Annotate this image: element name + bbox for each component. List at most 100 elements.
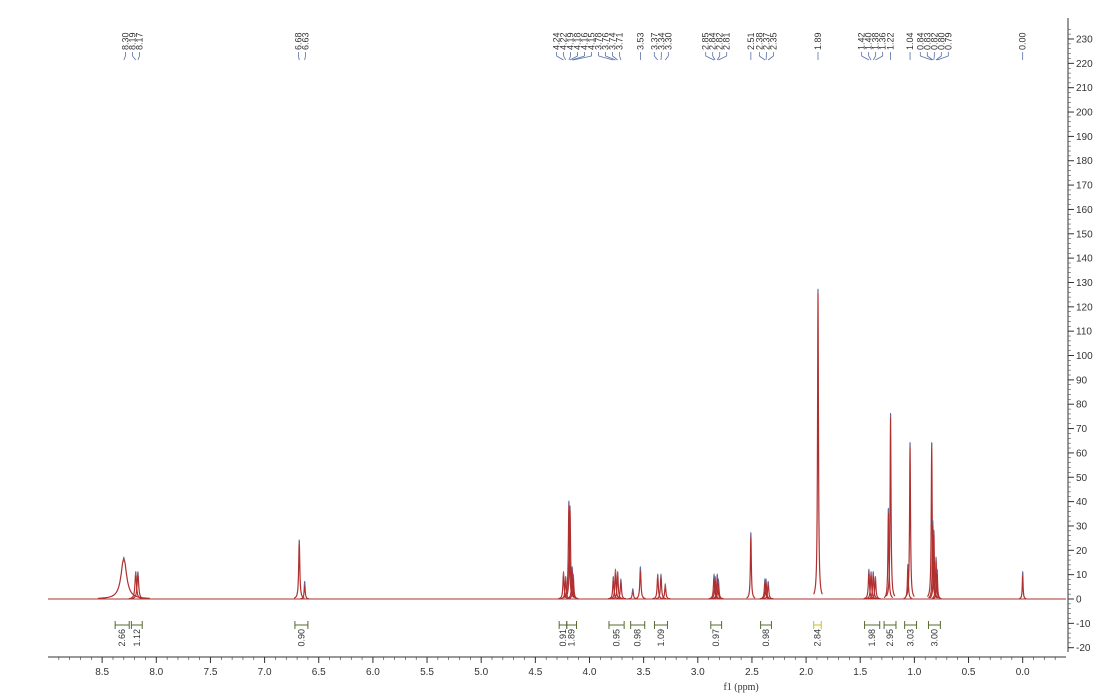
y-tick-label: 210 bbox=[1076, 83, 1093, 94]
x-tick-label: 5.5 bbox=[420, 667, 434, 678]
y-tick-label: 220 bbox=[1076, 59, 1093, 70]
x-tick-label: 8.0 bbox=[149, 667, 163, 678]
spectrum-peak bbox=[813, 289, 823, 595]
peak-label: 0.84 bbox=[915, 32, 925, 50]
axes: 8.5 8.0 7.5 7.0 6.5 6.0 5.5 5.0 4.5 4.0 3.5 3.0 2.5 2… bbox=[48, 18, 1093, 678]
y-tick-label: 120 bbox=[1076, 302, 1093, 313]
x-axis-title: f1 (ppm) bbox=[723, 682, 758, 693]
y-tick-label: 30 bbox=[1076, 521, 1088, 532]
peak-label: 2.38 bbox=[754, 32, 764, 50]
peak-label: 1.36 bbox=[878, 32, 888, 50]
peak-label-connector bbox=[569, 55, 578, 61]
x-tick-label: 2.5 bbox=[745, 667, 759, 678]
x-tick-label: 0.0 bbox=[1016, 667, 1030, 678]
integrals: 2.66 1.12 0.90 0.911.89 0.95 0.98 1.09 0.97 0.98… bbox=[114, 621, 941, 647]
peak-label: 0.82 bbox=[929, 32, 939, 50]
integral-value: 0.97 bbox=[711, 629, 721, 647]
peak-label-connector bbox=[598, 55, 614, 61]
peak-label-connector bbox=[705, 55, 715, 61]
y-tick-label: 100 bbox=[1076, 351, 1093, 362]
y-tick-label: 70 bbox=[1076, 424, 1088, 435]
peak-label: 0.83 bbox=[922, 32, 932, 50]
peak-label-connector bbox=[573, 55, 592, 61]
peak-label: 4.15 bbox=[587, 32, 597, 50]
integral-value: 1.89 bbox=[567, 629, 577, 647]
y-tick-label: 80 bbox=[1076, 400, 1088, 411]
peak-label-connector bbox=[718, 55, 727, 61]
peak-label-connector bbox=[868, 55, 872, 61]
peak-label-connector bbox=[861, 55, 870, 61]
peak-label-connector bbox=[664, 55, 669, 61]
peak-label: 0.80 bbox=[936, 32, 946, 50]
peak-label: 3.37 bbox=[649, 32, 659, 50]
y-tick-label: 20 bbox=[1076, 546, 1088, 557]
x-tick-label: 6.5 bbox=[312, 667, 326, 678]
integral-value: 3.03 bbox=[906, 629, 916, 647]
spectrum-peak bbox=[635, 567, 646, 600]
peak-label: 4.24 bbox=[552, 32, 562, 50]
peak-label-connector bbox=[716, 55, 721, 61]
peak-label-connector bbox=[568, 55, 571, 61]
peak-label: 3.71 bbox=[615, 32, 625, 50]
peak-label: 1.22 bbox=[886, 32, 896, 50]
spectrum-trace bbox=[48, 288, 1066, 600]
peak-label-connector bbox=[304, 55, 306, 61]
peak-label: 3.76 bbox=[601, 32, 611, 50]
y-tick-label: 190 bbox=[1076, 132, 1093, 143]
peak-label: 2.35 bbox=[768, 32, 778, 50]
peak-label-connector bbox=[872, 55, 876, 61]
y-tick-label: 130 bbox=[1076, 278, 1093, 289]
x-tick-label: 1.5 bbox=[853, 667, 867, 678]
peak-label: 1.40 bbox=[864, 32, 874, 50]
peak-label: 0.00 bbox=[1018, 32, 1028, 50]
peak-label: 4.16 bbox=[580, 32, 590, 50]
y-tick-label: -10 bbox=[1076, 619, 1091, 630]
peak-label: 6.63 bbox=[300, 32, 310, 50]
peak-label: 3.30 bbox=[663, 32, 673, 50]
spectrum-peak bbox=[97, 557, 150, 599]
peak-label: 8.17 bbox=[134, 32, 144, 50]
peak-label-connector bbox=[936, 55, 949, 61]
peak-label: 2.85 bbox=[701, 32, 711, 50]
x-tick-label: 4.0 bbox=[583, 667, 597, 678]
y-tick-label: 90 bbox=[1076, 375, 1088, 386]
peak-label: 0.79 bbox=[943, 32, 953, 50]
y-tick-label: 150 bbox=[1076, 229, 1093, 240]
integral-value: 0.98 bbox=[633, 629, 643, 647]
peak-label-connector bbox=[572, 55, 585, 61]
peak-label-connector bbox=[654, 55, 659, 61]
x-tick-label: 3.0 bbox=[691, 667, 705, 678]
peak-label: 3.53 bbox=[635, 32, 645, 50]
x-tick-label: 0.5 bbox=[962, 667, 976, 678]
peak-label: 3.78 bbox=[594, 32, 604, 50]
x-tick-label: 2.0 bbox=[799, 667, 813, 678]
spectrum-peak bbox=[746, 533, 756, 599]
y-tick-label: 110 bbox=[1076, 327, 1092, 338]
peak-label-connector bbox=[927, 55, 934, 61]
peak-label: 2.82 bbox=[715, 32, 725, 50]
y-tick-label: 160 bbox=[1076, 205, 1093, 216]
peak-label: 2.84 bbox=[708, 32, 718, 50]
peak-label-connector bbox=[935, 55, 942, 61]
integral-value: 3.00 bbox=[929, 629, 939, 647]
peak-label: 2.81 bbox=[722, 32, 732, 50]
y-tick-label: 10 bbox=[1076, 570, 1088, 581]
y-tick-label: 40 bbox=[1076, 497, 1088, 508]
peak-label-connector bbox=[759, 55, 766, 61]
peak-label-connector bbox=[123, 55, 126, 61]
y-tick-label: 0 bbox=[1076, 595, 1082, 606]
y-tick-label: 50 bbox=[1076, 473, 1088, 484]
peak-label: 3.34 bbox=[656, 32, 666, 50]
peak-label: 8.19 bbox=[127, 32, 137, 50]
peak-label: 2.37 bbox=[761, 32, 771, 50]
peak-label-connector bbox=[298, 55, 300, 61]
peak-label-connector bbox=[712, 55, 716, 61]
y-tick-label: -20 bbox=[1076, 643, 1091, 654]
peak-label: 1.04 bbox=[905, 32, 915, 50]
peak-label: 1.89 bbox=[813, 32, 823, 50]
x-tick-label: 5.0 bbox=[474, 667, 488, 678]
peak-label: 2.51 bbox=[746, 32, 756, 50]
peak-label-connector bbox=[619, 55, 622, 61]
spectrum-peak bbox=[293, 540, 305, 599]
